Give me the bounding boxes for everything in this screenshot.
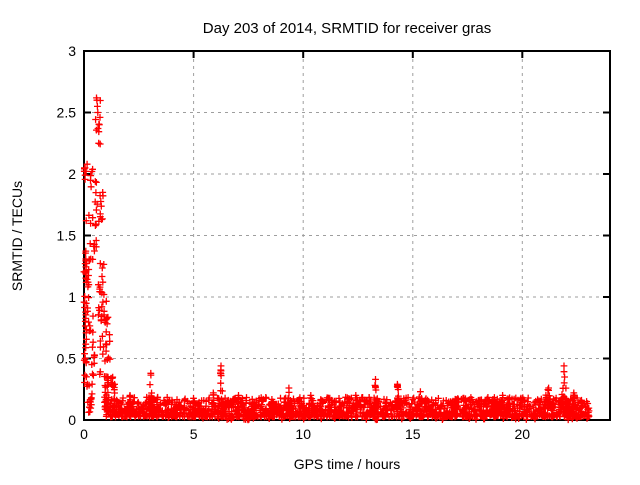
x-tick-label: 5 <box>190 426 198 442</box>
scatter-points <box>80 94 593 424</box>
y-tick-label: 0.5 <box>57 351 77 367</box>
gridlines <box>85 52 609 419</box>
x-axis-label: GPS time / hours <box>294 456 401 472</box>
scatter-markers-path <box>80 94 593 424</box>
y-tick-label: 0 <box>68 412 76 428</box>
tick-labels: 0 5 10 15 20 0 0.5 1 1.5 2 2.5 3 <box>57 43 531 442</box>
y-tick-label: 1.5 <box>57 228 77 244</box>
x-tick-label: 10 <box>295 426 311 442</box>
y-tick-label: 2.5 <box>57 105 77 121</box>
plot-title: Day 203 of 2014, SRMTID for receiver gra… <box>203 20 491 37</box>
y-tick-label: 2 <box>68 166 76 182</box>
plot-border <box>83 50 611 421</box>
y-tick-label: 1 <box>68 289 76 305</box>
x-tick-label: 0 <box>80 426 88 442</box>
x-tick-label: 15 <box>405 426 421 442</box>
y-tick-label: 3 <box>68 43 76 59</box>
grid-path <box>85 52 609 419</box>
x-tick-label: 20 <box>515 426 531 442</box>
y-axis-label: SRMTID / TECUs <box>9 181 25 291</box>
